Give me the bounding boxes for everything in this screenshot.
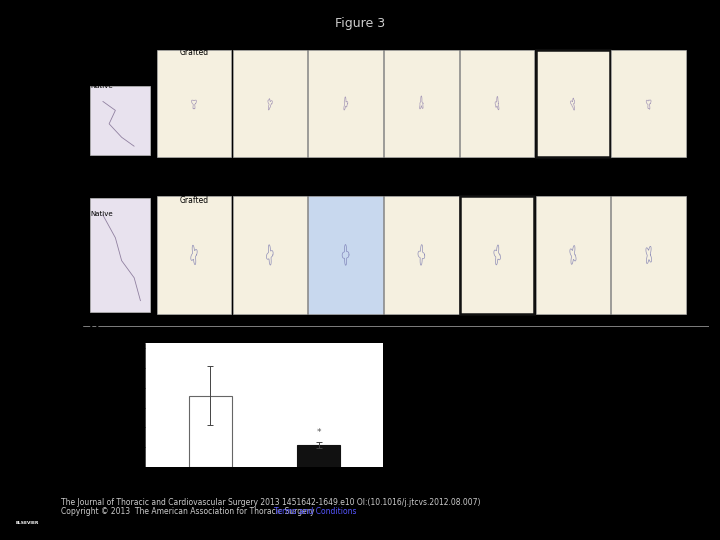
Text: Native: Native (90, 211, 113, 217)
Bar (90, 198, 150, 312)
Bar (460, 50, 534, 158)
Text: ELSEVIER: ELSEVIER (15, 521, 39, 525)
Bar (297, 445, 340, 467)
Bar (189, 396, 232, 467)
Y-axis label: Maximum grafted IvC area (mm²): Maximum grafted IvC area (mm²) (113, 341, 122, 469)
Text: Spiro:: Spiro: (90, 189, 119, 198)
Text: Terms and Conditions: Terms and Conditions (274, 507, 357, 516)
Bar (611, 195, 686, 314)
Text: Figure 3: Figure 3 (335, 17, 385, 30)
Bar (233, 195, 307, 314)
Bar (536, 195, 611, 314)
Text: Native: Native (90, 84, 113, 90)
Text: B: B (90, 346, 99, 356)
Bar (384, 195, 459, 314)
Bar (157, 195, 231, 314)
Bar (460, 195, 534, 314)
Bar (233, 50, 307, 158)
Text: Grafted: Grafted (180, 195, 209, 205)
Bar (157, 50, 231, 158)
Bar (611, 50, 686, 158)
Bar (308, 50, 383, 158)
Text: The Journal of Thoracic and Cardiovascular Surgery 2013 1451642-1649.e10 OI:(10.: The Journal of Thoracic and Cardiovascul… (61, 497, 481, 507)
Text: Copyright © 2013  The American Association for Thoracic Surgery: Copyright © 2013 The American Associatio… (61, 507, 317, 516)
Text: Placebo:: Placebo: (90, 41, 131, 50)
Text: Grafted: Grafted (180, 48, 209, 57)
Bar (90, 86, 150, 155)
Text: 🌳: 🌳 (24, 502, 30, 512)
Bar (536, 50, 611, 158)
Bar (308, 195, 383, 314)
Bar (384, 50, 459, 158)
Text: *: * (316, 428, 321, 437)
Text: A: A (90, 319, 99, 329)
